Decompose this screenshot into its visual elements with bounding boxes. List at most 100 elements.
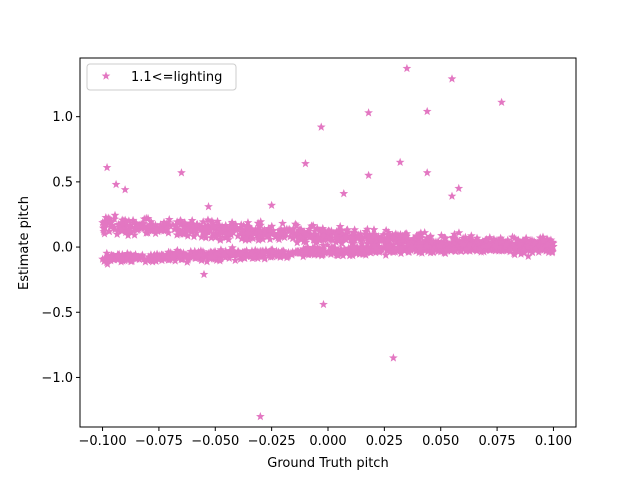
data-point <box>323 233 333 242</box>
data-point <box>348 242 357 251</box>
data-point <box>350 235 359 244</box>
data-point <box>203 215 213 224</box>
data-point <box>481 236 491 245</box>
data-point <box>308 249 318 258</box>
data-point <box>416 237 426 246</box>
data-point <box>212 252 222 262</box>
data-point <box>318 225 328 234</box>
data-point <box>113 251 123 260</box>
data-point <box>391 229 401 238</box>
data-point <box>471 238 480 247</box>
data-point <box>400 245 410 255</box>
data-point <box>205 225 215 234</box>
data-point <box>484 240 493 250</box>
data-point <box>447 242 457 251</box>
data-point <box>138 250 147 259</box>
data-point <box>194 250 204 259</box>
data-point <box>362 238 372 248</box>
data-point <box>405 240 415 249</box>
data-point <box>324 247 334 256</box>
data-point <box>268 247 278 256</box>
data-point <box>343 247 353 256</box>
data-point <box>395 233 404 243</box>
outlier-point <box>199 269 209 279</box>
outlier-point <box>102 162 112 172</box>
data-point <box>540 241 549 251</box>
x-tick-label: 0.000 <box>309 434 346 449</box>
data-point <box>174 227 184 236</box>
data-point <box>251 248 260 257</box>
data-point <box>363 245 372 254</box>
data-point <box>491 246 501 255</box>
data-point <box>188 252 197 262</box>
data-point <box>104 226 114 236</box>
data-point <box>415 244 425 253</box>
data-point <box>161 219 171 228</box>
data-point <box>508 232 517 241</box>
data-point <box>216 245 226 254</box>
data-point <box>454 228 464 237</box>
data-point <box>253 218 263 227</box>
data-point <box>369 225 379 234</box>
data-point <box>293 233 303 243</box>
data-point <box>203 220 213 229</box>
data-point <box>127 256 137 265</box>
data-point <box>182 257 192 266</box>
data-point <box>219 224 229 233</box>
data-point <box>406 244 416 253</box>
outlier-point <box>395 157 405 167</box>
data-point <box>198 217 208 226</box>
data-point <box>341 235 351 244</box>
data-point <box>459 240 469 249</box>
data-point <box>338 234 348 243</box>
data-point <box>233 225 242 234</box>
data-point <box>373 233 383 242</box>
data-point <box>435 241 445 251</box>
data-point <box>189 222 199 231</box>
data-point <box>300 232 309 242</box>
data-point <box>409 241 418 250</box>
data-point <box>164 217 173 226</box>
data-point <box>133 224 143 234</box>
outlier-point <box>255 411 265 421</box>
data-point <box>185 219 195 229</box>
data-point <box>236 249 245 258</box>
data-point <box>389 240 398 249</box>
data-point <box>283 251 293 260</box>
data-point <box>163 224 172 233</box>
data-point <box>288 247 298 256</box>
data-point <box>313 233 322 243</box>
data-point <box>148 254 158 263</box>
data-point <box>170 224 179 233</box>
data-point <box>383 241 393 250</box>
data-point <box>144 221 154 230</box>
data-point <box>353 230 363 239</box>
data-point <box>414 230 424 239</box>
data-point <box>130 230 139 239</box>
data-point <box>164 228 173 237</box>
data-point <box>213 220 223 230</box>
outlier-point <box>301 159 310 168</box>
data-point <box>102 248 112 258</box>
data-point <box>384 227 393 237</box>
data-point <box>170 256 180 265</box>
data-point <box>197 255 206 265</box>
data-point <box>98 254 107 263</box>
data-point <box>333 250 343 260</box>
data-point <box>246 249 256 258</box>
x-tick-label: −0.100 <box>78 434 126 449</box>
data-point <box>278 251 288 260</box>
data-point <box>164 214 174 224</box>
data-point <box>173 224 183 233</box>
data-point <box>231 223 241 232</box>
outlier-point <box>111 179 121 189</box>
data-point <box>105 222 115 231</box>
data-point <box>515 240 524 249</box>
data-point <box>143 228 153 237</box>
data-point <box>242 246 252 255</box>
data-point <box>315 227 325 236</box>
data-point <box>289 233 298 242</box>
data-point <box>462 244 472 254</box>
data-point <box>99 220 109 230</box>
data-point <box>109 255 118 264</box>
